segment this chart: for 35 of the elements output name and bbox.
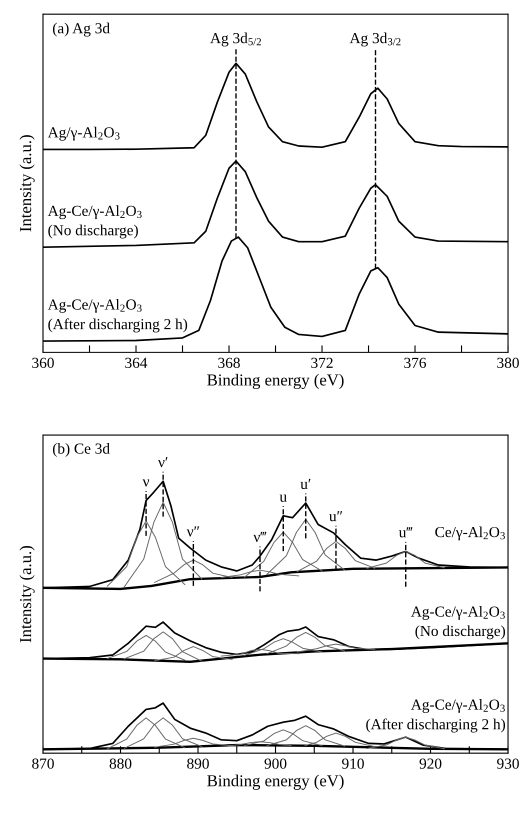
y-axis-title: Intensity (a.u.) xyxy=(20,135,35,232)
series-label: Ag-Ce/γ-Al$_{2}$O$_{3}$ (After discharging 2 h) xyxy=(366,699,506,733)
x-tick-label: 380 xyxy=(497,358,519,368)
series-label: Ag/γ-Al$_{2}$O$_{3}$ xyxy=(48,126,120,141)
ref-line-label: ν xyxy=(142,479,150,487)
ref-line-label: ν″ xyxy=(186,526,200,537)
ref-line-label: ν′ xyxy=(158,457,168,468)
chart-title: (a) Ag 3d xyxy=(52,22,110,37)
x-tick-label: 870 xyxy=(32,758,54,769)
y-axis-title: Intensity (a.u.) xyxy=(20,546,35,642)
x-tick-label: 910 xyxy=(342,758,364,769)
x-tick-label: 930 xyxy=(497,758,519,769)
x-tick-label: 372 xyxy=(311,358,333,368)
ref-line-label: u′ xyxy=(300,478,310,490)
x-tick-label: 368 xyxy=(218,358,240,368)
x-tick-label: 900 xyxy=(264,758,286,769)
ref-line-label: u″ xyxy=(329,511,342,522)
x-axis-title: Binding energy (eV) xyxy=(207,374,344,390)
x-tick-label: 920 xyxy=(420,758,442,769)
ref-line-label: u‴ xyxy=(398,527,412,538)
ref-line-label: ν‴ xyxy=(253,532,266,542)
chart-title: (b) Ce 3d xyxy=(52,442,110,457)
ref-line-label: u xyxy=(280,494,287,502)
ref-line-label: Ag 3d$_{3/2}$ xyxy=(350,32,400,46)
ref-line-label: Ag 3d$_{5/2}$ xyxy=(210,32,261,46)
series-label: Ag-Ce/γ-Al$_{2}$O$_{3}$ (No discharge) xyxy=(48,205,142,238)
x-tick-label: 360 xyxy=(32,358,54,368)
series-label: Ag-Ce/γ-Al$_{2}$O$_{3}$ (No discharge) xyxy=(410,606,506,640)
x-tick-label: 880 xyxy=(110,758,132,769)
x-axis-title: Binding energy (eV) xyxy=(207,774,344,790)
x-tick-label: 890 xyxy=(187,758,209,769)
series-label: Ce/γ-Al$_{2}$O$_{3}$ xyxy=(435,526,505,540)
series-label: Ag-Ce/γ-Al$_{2}$O$_{3}$ (After discharging 2 h) xyxy=(48,298,188,332)
x-tick-label: 364 xyxy=(125,358,148,368)
x-tick-label: 376 xyxy=(404,358,426,368)
